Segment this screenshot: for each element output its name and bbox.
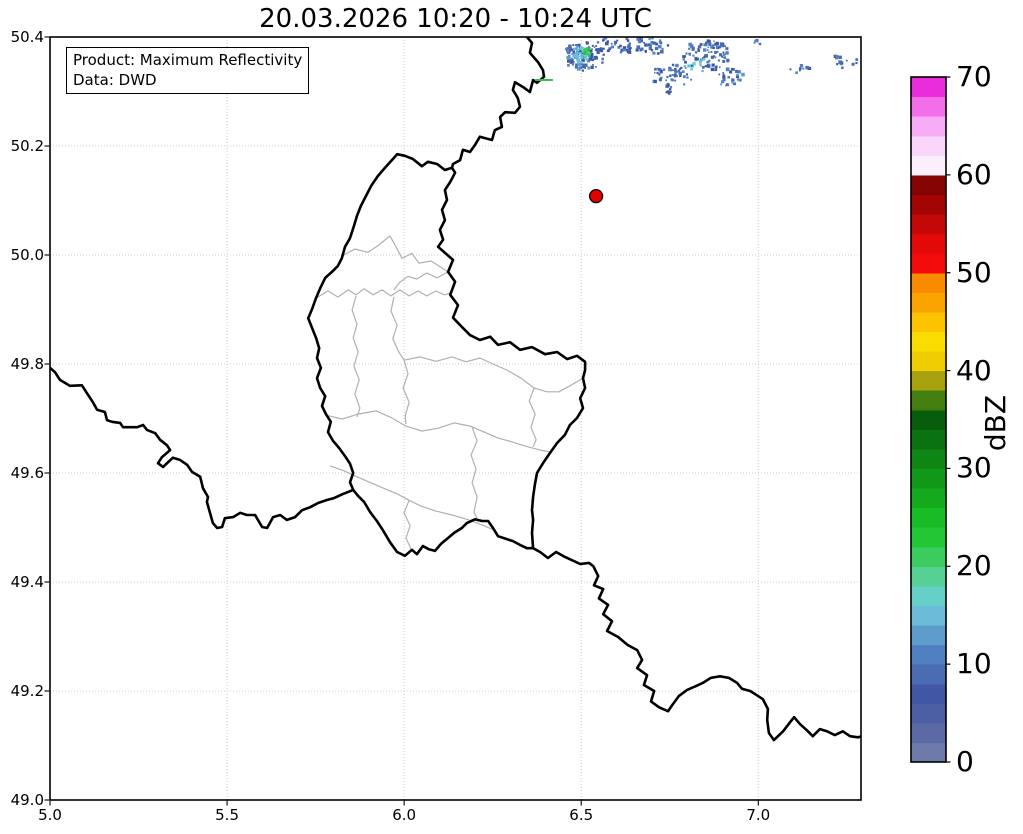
colorbar-axis-label: dBZ (978, 394, 1012, 452)
colorbar-tick-label: 40 (956, 353, 992, 387)
colorbar-tick-label: 70 (956, 60, 992, 93)
product-info-box: Product: Maximum Reflectivity Data: DWD (66, 47, 310, 94)
district-borders (315, 235, 584, 550)
data-source-label: Data: DWD (73, 71, 157, 89)
axis-ticks (44, 36, 759, 806)
colorbar-tick-label: 30 (956, 451, 992, 485)
y-tick-label: 49.0 (10, 791, 44, 809)
y-tick-label: 50.2 (10, 137, 44, 155)
x-tick-label: 5.0 (38, 806, 62, 824)
y-tick-label: 49.8 (10, 355, 44, 373)
figure-title: 20.03.2026 10:20 - 10:24 UTC (259, 4, 652, 34)
x-tick-label: 5.5 (215, 806, 239, 824)
station-marker-dot (588, 188, 604, 204)
colorbar-tick-label: 50 (956, 255, 992, 289)
colorbar-tick-label: 20 (956, 549, 992, 583)
x-tick-label: 6.5 (569, 806, 594, 824)
y-tick-label: 49.2 (10, 682, 44, 700)
y-tick-label: 50.4 (10, 28, 44, 46)
y-tick-label: 49.6 (10, 464, 44, 482)
country-borders (50, 37, 861, 742)
product-label: Product: Maximum Reflectivity (73, 51, 303, 69)
gridlines (50, 37, 861, 800)
x-tick-label: 7.0 (746, 806, 771, 824)
colorbar-tick-label: 10 (956, 647, 992, 681)
radar-echoes (565, 37, 859, 95)
colorbar-tick-label: 0 (956, 745, 974, 778)
y-tick-label: 50.0 (10, 246, 44, 264)
colorbar (910, 76, 951, 763)
y-tick-label: 49.4 (10, 573, 44, 591)
plot-frame (49, 36, 862, 801)
x-tick-label: 6.0 (392, 806, 417, 824)
colorbar-tick-label: 60 (956, 157, 992, 191)
